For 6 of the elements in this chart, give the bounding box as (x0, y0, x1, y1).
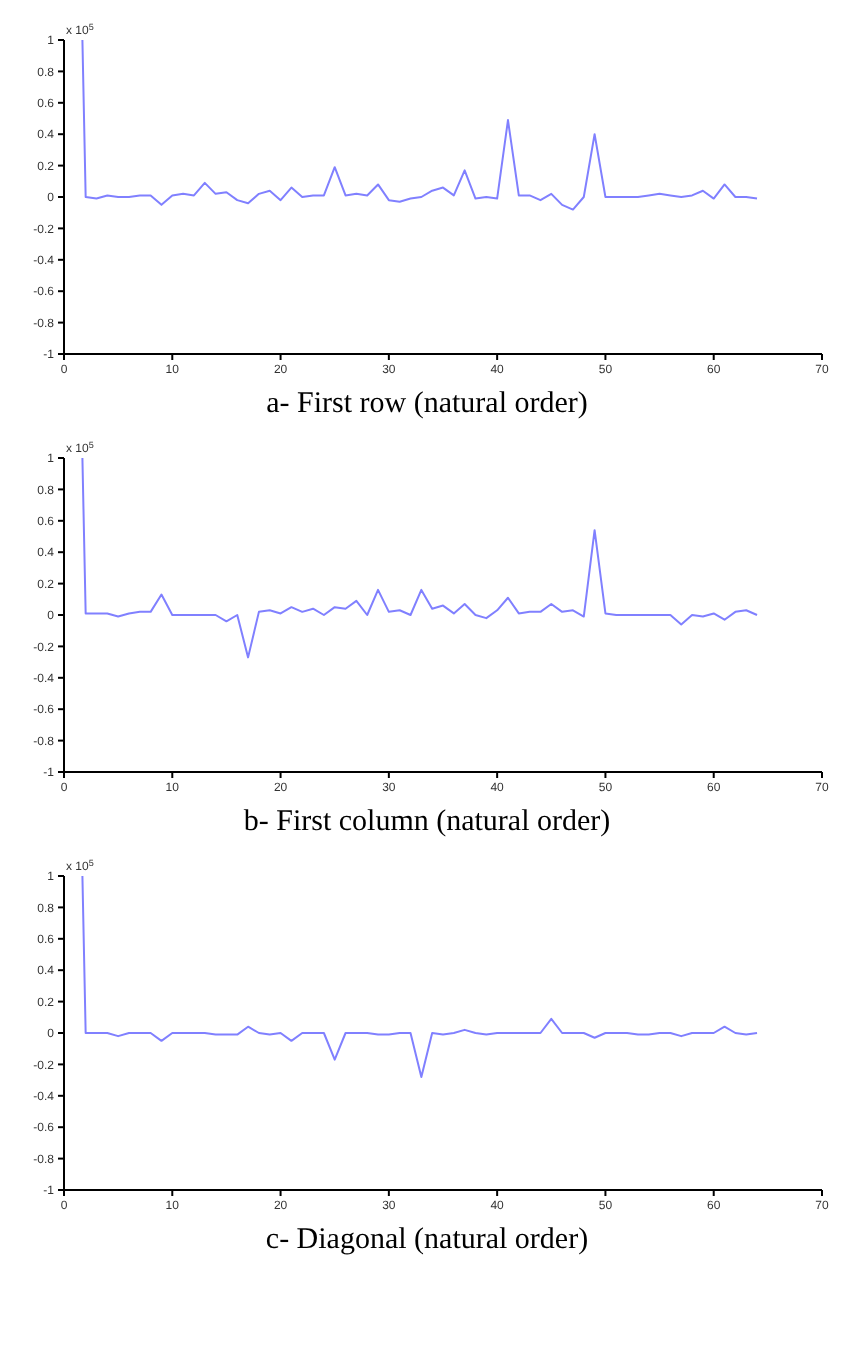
text: c- Diagonal (natural order) (263, 1222, 591, 1258)
line-series (81, 40, 759, 211)
text: b- First column (natural order) (241, 804, 613, 840)
line-series (81, 458, 759, 659)
text: a- First row (natural order) (264, 386, 590, 422)
line-series (81, 876, 759, 1078)
